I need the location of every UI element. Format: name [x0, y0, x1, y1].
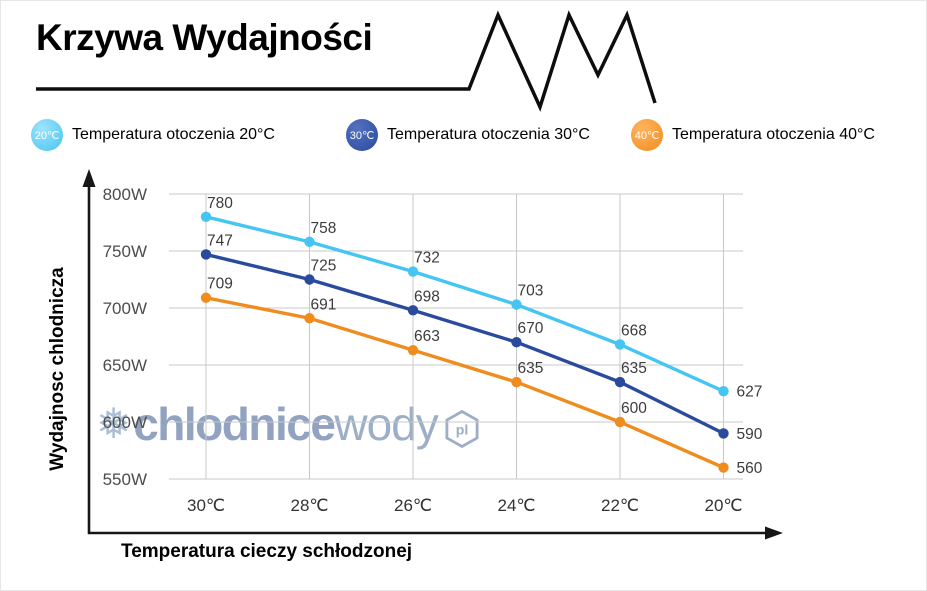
y-tick-label: 650W [103, 356, 147, 375]
data-label: 780 [207, 195, 233, 212]
data-label: 698 [414, 288, 440, 305]
axis-tick-labels: 800W 750W 700W 650W 600W 550W 30℃ 28℃ 26℃ 24℃ 22℃ 2… [103, 185, 743, 515]
x-tick-label: 28℃ [290, 496, 328, 515]
data-label: 590 [737, 426, 763, 443]
x-tick-label: 30℃ [187, 496, 225, 515]
data-label: 725 [311, 258, 337, 275]
y-tick-label: 750W [103, 242, 147, 261]
data-point [718, 428, 729, 439]
data-point [304, 274, 315, 285]
snowflake-icon: ❅ [96, 400, 132, 447]
title-zigzag-decoration [36, 10, 657, 112]
watermark-pl-badge: pl [445, 410, 479, 448]
legend-badge: 20℃ [31, 119, 63, 151]
y-tick-label: 800W [103, 185, 147, 204]
data-point [200, 292, 212, 303]
watermark-text-bold: chlodnice [133, 398, 336, 450]
data-label: 691 [311, 296, 337, 313]
data-label: 703 [518, 283, 544, 300]
y-tick-label: 700W [103, 299, 147, 318]
data-point [511, 376, 522, 388]
data-point [200, 211, 212, 222]
series-40c: 709 691 663 635 600 560 [200, 276, 763, 477]
legend-label: Temperatura otoczenia 40°C [672, 126, 875, 143]
series-30c: 747 725 698 670 635 590 [200, 232, 763, 443]
data-label: 560 [737, 460, 763, 477]
data-label: 670 [518, 320, 544, 337]
series-line [204, 252, 726, 436]
data-label: 668 [621, 322, 647, 339]
y-tick-label: 550W [103, 470, 147, 489]
legend-badge: 30℃ [346, 119, 378, 151]
data-point [614, 376, 626, 388]
data-label: 627 [737, 384, 763, 401]
data-point [304, 236, 315, 248]
data-point [407, 305, 419, 316]
data-label: 600 [621, 400, 647, 417]
data-point [304, 313, 315, 324]
axes [82, 169, 783, 540]
data-label: 635 [621, 360, 647, 377]
legend-item-40c: 40℃ Temperatura otoczenia 40°C [631, 119, 875, 151]
series-line [204, 296, 726, 470]
hexagon-outline [445, 410, 479, 448]
series-line [204, 215, 726, 393]
data-point [511, 337, 522, 348]
watermark-text-light: wody [334, 398, 438, 450]
data-point [614, 339, 626, 350]
x-tick-label: 26℃ [394, 496, 432, 515]
legend-label: Temperatura otoczenia 20°C [72, 126, 275, 143]
series-20c: 780 758 732 703 668 627 [200, 195, 763, 401]
x-tick-label: 24℃ [497, 496, 535, 515]
x-axis-title: Temperatura cieczy schłodzonej [121, 541, 413, 562]
legend-item-30c: 30℃ Temperatura otoczenia 30°C [346, 119, 590, 151]
x-tick-label: 20℃ [704, 496, 742, 515]
data-label: 709 [207, 276, 233, 293]
data-label: 732 [414, 250, 440, 267]
x-axis-arrow [765, 526, 783, 540]
data-point [407, 266, 419, 277]
legend-label: Temperatura otoczenia 30°C [387, 126, 590, 143]
watermark-pl-text: pl [456, 423, 469, 439]
data-label: 758 [311, 220, 337, 237]
data-point [200, 249, 212, 260]
zigzag-line [36, 10, 657, 112]
data-point [407, 344, 419, 356]
data-label: 635 [518, 360, 544, 377]
gridlines [169, 193, 743, 480]
data-label: 747 [207, 232, 233, 249]
page-title: Krzywa Wydajności [36, 17, 373, 58]
data-point [511, 299, 522, 310]
data-point [614, 416, 626, 428]
y-axis-arrow [82, 169, 96, 187]
legend-badge: 40℃ [631, 119, 663, 151]
data-point [718, 386, 729, 397]
x-tick-label: 22℃ [601, 496, 639, 515]
data-label: 663 [414, 328, 440, 345]
y-tick-label: 600W [103, 413, 147, 432]
watermark-logo: ❅ chlodnice wody pl [96, 400, 479, 448]
legend-item-20c: 20℃ Temperatura otoczenia 20°C [31, 119, 275, 151]
data-point [718, 462, 729, 473]
